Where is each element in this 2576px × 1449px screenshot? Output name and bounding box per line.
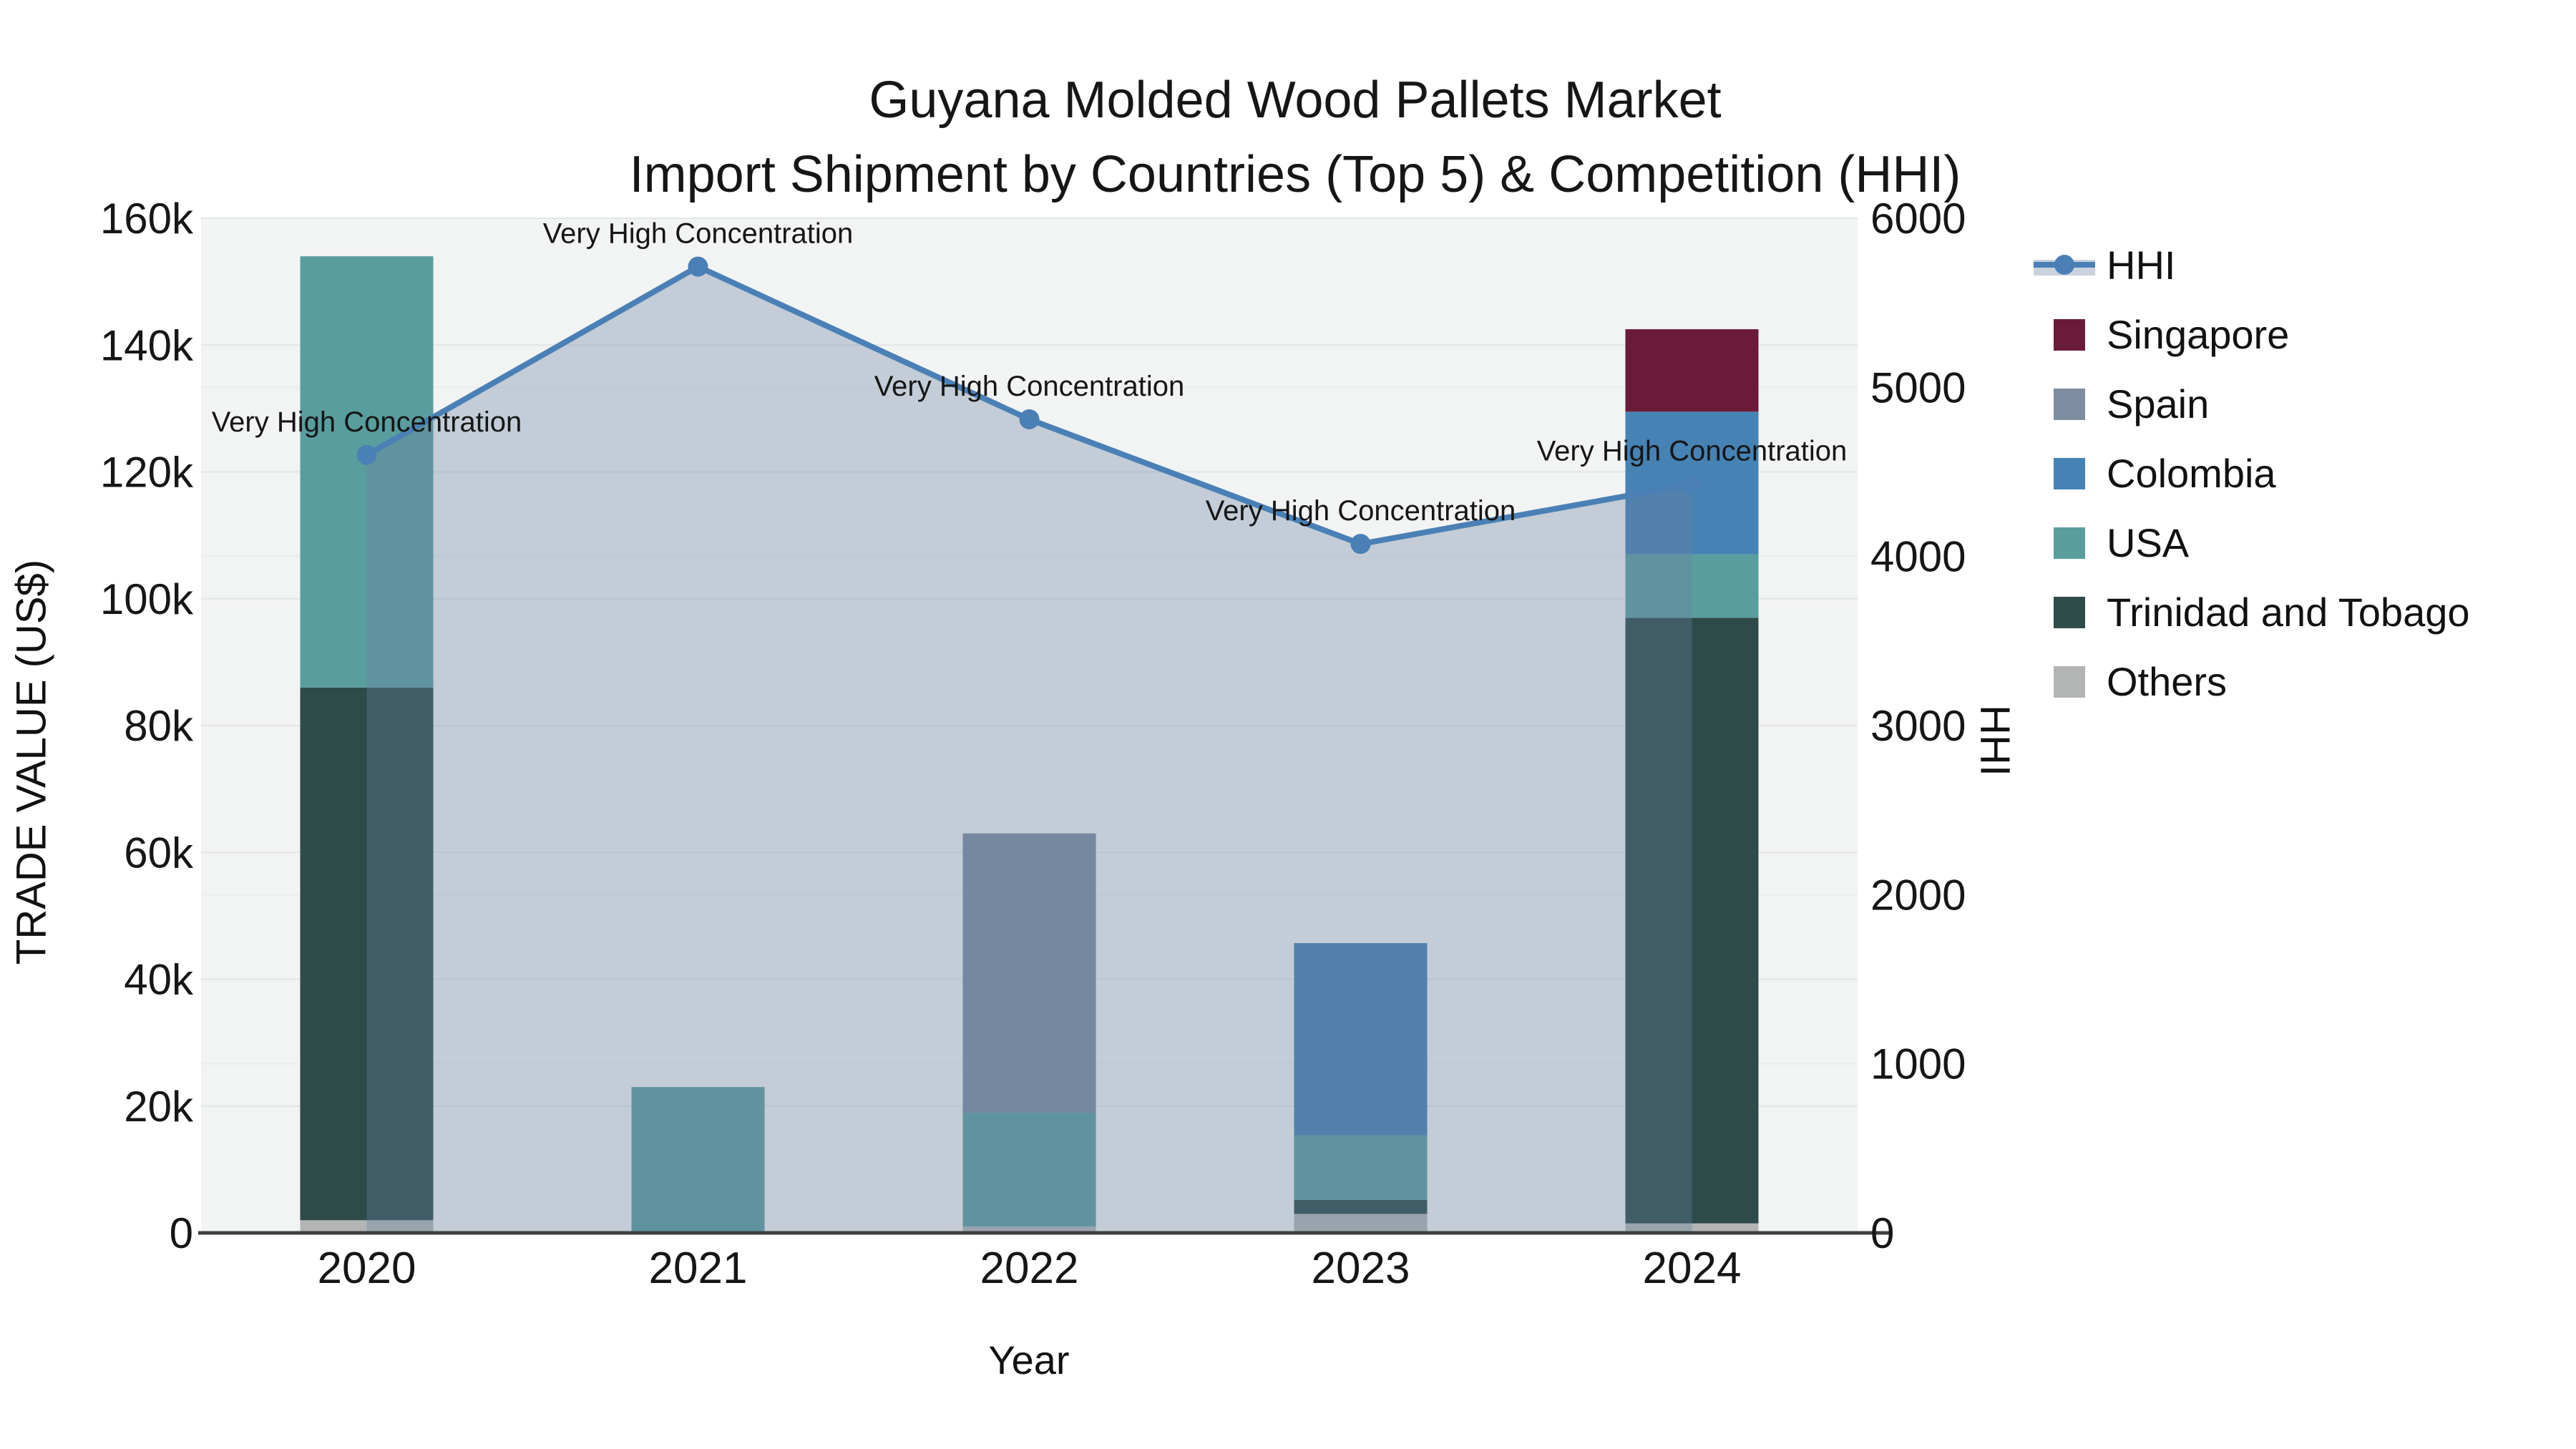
left-axis-tick-20k: 20k bbox=[124, 1083, 194, 1131]
x-axis-tick-2020: 2020 bbox=[318, 1244, 416, 1293]
legend-item-trinidad-and-tobago[interactable]: Trinidad and Tobago bbox=[2034, 577, 2470, 647]
legend-item-usa[interactable]: USA bbox=[2034, 508, 2470, 577]
bar-segment-usa-2020[interactable] bbox=[300, 256, 434, 688]
bar-segment-others-2023[interactable] bbox=[1294, 1214, 1428, 1233]
bar-segment-usa-2024[interactable] bbox=[1625, 554, 1759, 618]
legend-item-others[interactable]: Others bbox=[2034, 647, 2470, 716]
bar-segment-colombia-2023[interactable] bbox=[1294, 942, 1428, 1136]
hhi-line-swatch-icon bbox=[2034, 250, 2095, 281]
bar-segment-others-2024[interactable] bbox=[1625, 1223, 1759, 1233]
left-axis-tick-160k: 160k bbox=[100, 195, 194, 243]
hhi-marker-2021[interactable] bbox=[688, 256, 708, 277]
right-axis-tick-2000: 2000 bbox=[1870, 871, 1966, 919]
right-axis-tick-3000: 3000 bbox=[1870, 702, 1966, 750]
right-axis-tick-1000: 1000 bbox=[1870, 1040, 1966, 1088]
singapore-swatch-icon bbox=[2054, 318, 2085, 351]
x-axis-tick-2022: 2022 bbox=[980, 1244, 1079, 1293]
usa-swatch-icon bbox=[2054, 527, 2085, 559]
hhi-marker-2020[interactable] bbox=[356, 444, 377, 465]
right-axis-title: HHI bbox=[1971, 705, 2019, 776]
right-axis-tick-6000: 6000 bbox=[1870, 195, 1966, 243]
hhi-marker-2024[interactable] bbox=[1682, 474, 1702, 494]
annotation-very-high-concentration-2022: Very High Concentration bbox=[874, 371, 1185, 402]
left-axis-tick-120k: 120k bbox=[100, 449, 194, 497]
legend-item-colombia[interactable]: Colombia bbox=[2034, 439, 2470, 508]
bar-segment-others-2022[interactable] bbox=[962, 1226, 1096, 1233]
left-axis-tick-40k: 40k bbox=[124, 956, 194, 1004]
legend-item-hhi[interactable]: HHI bbox=[2034, 230, 2470, 300]
bar-segment-trinidad-and-tobago-2020[interactable] bbox=[300, 687, 434, 1221]
legend: HHI Singapore Spain Colombia USA Trinida… bbox=[2034, 230, 2470, 716]
bar-segment-others-2020[interactable] bbox=[300, 1220, 434, 1233]
others-swatch-icon bbox=[2054, 665, 2085, 698]
hhi-marker-2022[interactable] bbox=[1019, 409, 1040, 430]
chart-title-line1: Guyana Molded Wood Pallets Market bbox=[869, 72, 1722, 129]
left-axis-tick-140k: 140k bbox=[100, 321, 194, 369]
legend-label-hhi: HHI bbox=[2107, 243, 2176, 288]
bar-segment-trinidad-and-tobago-2024[interactable] bbox=[1625, 618, 1759, 1224]
left-axis-tick-0: 0 bbox=[170, 1209, 193, 1257]
annotation-very-high-concentration-2021: Very High Concentration bbox=[543, 218, 854, 250]
legend-label-trinidad-and-tobago: Trinidad and Tobago bbox=[2107, 590, 2470, 635]
bar-segment-singapore-2024[interactable] bbox=[1625, 329, 1759, 412]
legend-item-singapore[interactable]: Singapore bbox=[2034, 300, 2470, 369]
x-axis-title: Year bbox=[988, 1337, 1070, 1382]
right-axis-tick-0: 0 bbox=[1870, 1209, 1894, 1257]
chart-title: Guyana Molded Wood Pallets Market Import… bbox=[0, 63, 2576, 213]
legend-label-colombia: Colombia bbox=[2107, 451, 2276, 496]
trinidad-and-tobago-swatch-icon bbox=[2054, 596, 2085, 628]
legend-label-spain: Spain bbox=[2107, 381, 2210, 426]
right-axis-tick-5000: 5000 bbox=[1870, 364, 1966, 411]
bar-segment-usa-2023[interactable] bbox=[1294, 1135, 1428, 1200]
spain-swatch-icon bbox=[2054, 388, 2085, 420]
left-axis-tick-100k: 100k bbox=[100, 575, 194, 623]
annotation-very-high-concentration-2023: Very High Concentration bbox=[1206, 495, 1516, 527]
x-axis-tick-2021: 2021 bbox=[649, 1244, 748, 1293]
bar-segment-trinidad-and-tobago-2023[interactable] bbox=[1294, 1199, 1428, 1214]
left-axis-tick-80k: 80k bbox=[124, 702, 194, 750]
annotation-very-high-concentration-2024: Very High Concentration bbox=[1537, 436, 1848, 467]
hhi-marker-2023[interactable] bbox=[1350, 534, 1371, 555]
bar-segment-usa-2021[interactable] bbox=[631, 1087, 765, 1233]
legend-label-singapore: Singapore bbox=[2107, 312, 2290, 357]
annotation-very-high-concentration-2020: Very High Concentration bbox=[212, 406, 522, 438]
x-axis-tick-2023: 2023 bbox=[1312, 1244, 1410, 1293]
bar-segment-usa-2022[interactable] bbox=[962, 1112, 1096, 1227]
right-axis-tick-4000: 4000 bbox=[1870, 533, 1966, 581]
chart-title-line2: Import Shipment by Countries (Top 5) & C… bbox=[629, 146, 1961, 204]
legend-label-usa: USA bbox=[2107, 520, 2190, 565]
left-axis-tick-60k: 60k bbox=[124, 829, 194, 877]
hhi-area-fill bbox=[366, 266, 1692, 1234]
legend-label-others: Others bbox=[2107, 659, 2228, 704]
bar-segment-spain-2022[interactable] bbox=[962, 833, 1096, 1113]
legend-item-spain[interactable]: Spain bbox=[2034, 369, 2470, 439]
left-axis-title: TRADE VALUE (US$) bbox=[8, 559, 55, 965]
x-axis-tick-2024: 2024 bbox=[1643, 1244, 1742, 1293]
colombia-swatch-icon bbox=[2054, 457, 2085, 489]
